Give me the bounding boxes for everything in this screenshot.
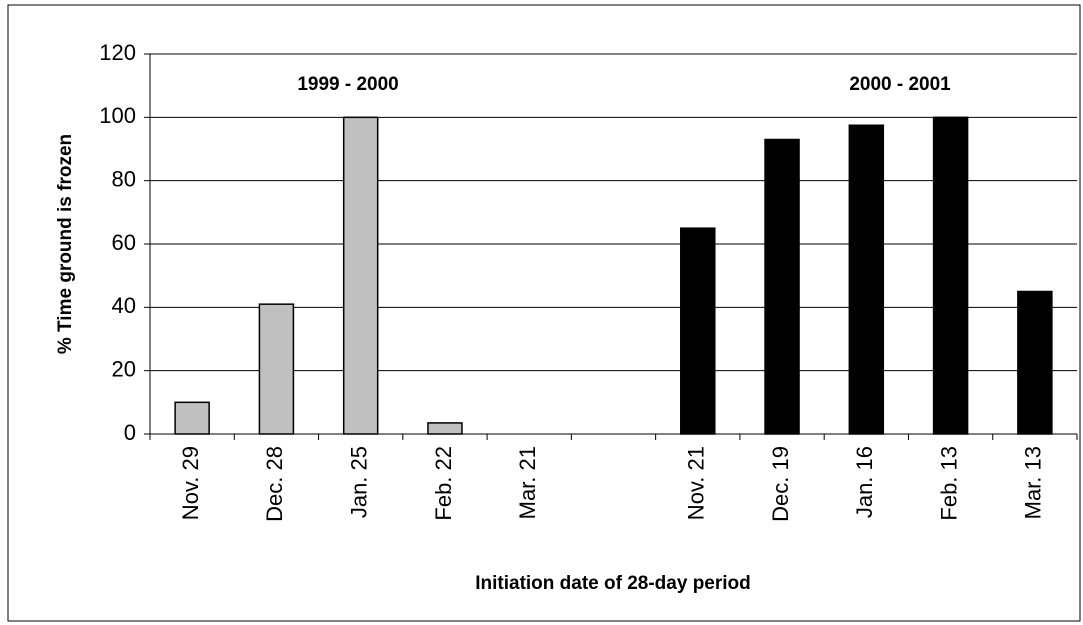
y-tick-label: 40 [112,293,136,318]
x-tick-label: Nov. 29 [178,446,203,520]
x-tick-label: Dec. 28 [262,446,287,522]
bar [680,227,716,435]
y-tick-label: 20 [112,356,136,381]
y-tick-label: 100 [99,103,136,128]
series-annotation: 1999 - 2000 [297,74,398,95]
bar [932,116,969,435]
x-tick-label: Dec. 19 [768,446,793,522]
bar [764,138,800,435]
y-tick-label: 0 [124,420,136,445]
bar [258,303,295,435]
x-tick-label: Nov. 21 [684,446,709,520]
chart-frame [7,4,1081,622]
y-tick-label: 60 [112,230,136,255]
x-tick-label: Jan. 16 [852,446,877,518]
x-tick-label: Jan. 25 [346,446,371,518]
x-tick-label: Mar. 21 [515,446,540,519]
bar [427,422,463,435]
y-axis-title: % Time ground is frozen [55,134,76,354]
bar [848,124,885,435]
x-tick-label: Feb. 13 [936,446,961,521]
bar [342,116,379,435]
x-tick-label: Mar. 13 [1021,446,1046,519]
y-tick-label: 80 [112,166,136,191]
bar [1017,290,1053,435]
bar [174,401,210,435]
series-annotation: 2000 - 2001 [849,74,951,95]
x-axis-title: Initiation date of 28-day period [475,573,751,594]
y-tick-label: 120 [99,40,136,65]
x-tick-label: Feb. 22 [431,446,456,521]
